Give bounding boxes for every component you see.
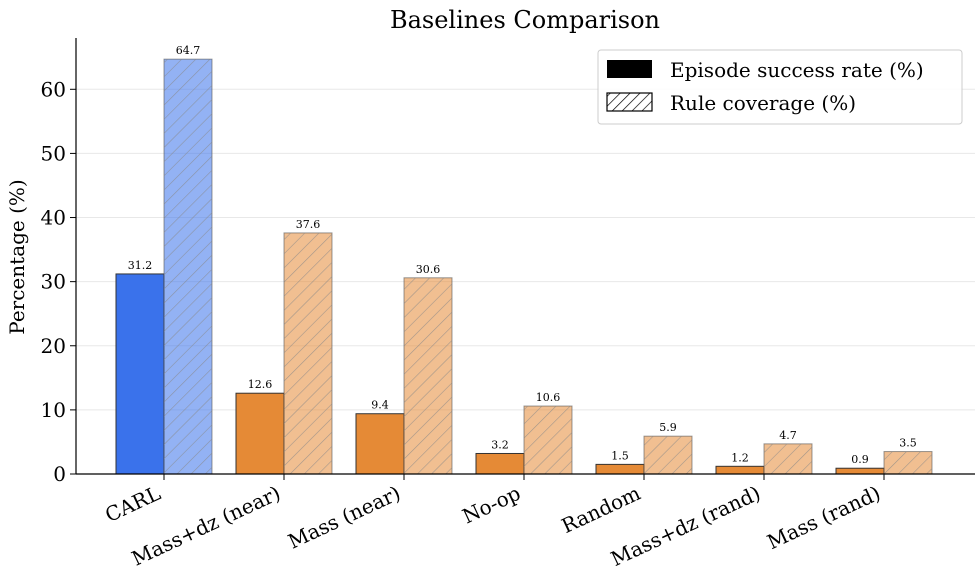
x-tick-label: Mass (near) (284, 481, 404, 554)
legend-label-success: Episode success rate (%) (670, 58, 924, 82)
y-tick-label: 0 (53, 462, 66, 486)
legend: Episode success rate (%) Rule coverage (… (597, 49, 963, 125)
bar-value-label: 37.6 (296, 218, 321, 231)
bar-coverage-hatch (284, 232, 332, 474)
x-tick-label: No-op (459, 481, 525, 529)
legend-swatch-success (607, 60, 652, 78)
bar-value-label: 64.7 (176, 44, 201, 57)
y-ticks: 0 10 20 30 40 50 60 (41, 77, 76, 486)
bar-coverage-hatch (524, 406, 572, 474)
x-tick-label: Mass (rand) (763, 481, 884, 554)
bar-success (595, 463, 645, 475)
chart-title: Baselines Comparison (390, 6, 660, 34)
bar-value-label: 3.5 (899, 437, 917, 450)
bar-value-labels: 31.2 64.7 12.6 37.6 9.4 30.6 3.2 10.6 1.5 5.9 1.2 4… (128, 44, 917, 466)
bar-value-label: 9.4 (371, 399, 389, 412)
bar-coverage-hatch (644, 436, 692, 474)
y-tick-label: 50 (41, 141, 66, 165)
bar-value-label: 12.6 (248, 378, 273, 391)
bar-success (355, 413, 405, 475)
bar-success (475, 452, 525, 475)
bar-value-label: 4.7 (779, 429, 797, 442)
bar-value-label: 10.6 (536, 391, 561, 404)
bar-success (115, 273, 165, 475)
x-tick-label: Random (558, 481, 644, 538)
y-tick-label: 40 (41, 206, 66, 230)
legend-swatch-coverage (606, 92, 653, 112)
y-tick-label: 10 (41, 398, 66, 422)
bar-success (235, 392, 285, 475)
y-axis-label: Percentage (%) (5, 179, 29, 334)
bar-coverage-hatch (884, 451, 932, 474)
bar-value-label: 30.6 (416, 263, 441, 276)
bar-success (715, 465, 765, 475)
y-tick-label: 30 (41, 270, 66, 294)
bars-group (115, 58, 933, 475)
bar-value-label: 31.2 (128, 259, 153, 272)
legend-label-coverage: Rule coverage (%) (670, 91, 856, 115)
bar-value-label: 1.5 (611, 449, 629, 462)
y-tick-label: 60 (41, 77, 66, 101)
legend-box (597, 49, 963, 125)
bar-coverage-hatch (164, 59, 212, 475)
y-tick-label: 20 (41, 334, 66, 358)
gridlines (76, 88, 975, 411)
bar-value-label: 1.2 (731, 451, 749, 464)
bar-value-label: 0.9 (851, 453, 869, 466)
bar-coverage-hatch (404, 277, 452, 474)
bar-value-label: 3.2 (491, 438, 509, 451)
bar-value-label: 5.9 (659, 421, 677, 434)
bar-coverage-hatch (764, 443, 812, 474)
axes (75, 38, 975, 475)
x-tick-label: CARL (101, 481, 164, 527)
bar-success (835, 467, 885, 475)
